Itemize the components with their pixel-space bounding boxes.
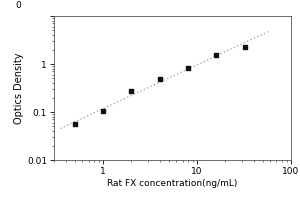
Point — [129, 90, 134, 93]
Text: 0: 0 — [15, 1, 21, 10]
Point — [186, 67, 190, 70]
Point — [101, 109, 106, 113]
Point — [157, 78, 162, 81]
Point — [242, 45, 247, 48]
Point — [72, 123, 77, 126]
X-axis label: Rat FX concentration(ng/mL): Rat FX concentration(ng/mL) — [107, 179, 238, 188]
Point — [214, 53, 219, 56]
Y-axis label: Optics Density: Optics Density — [14, 52, 24, 124]
